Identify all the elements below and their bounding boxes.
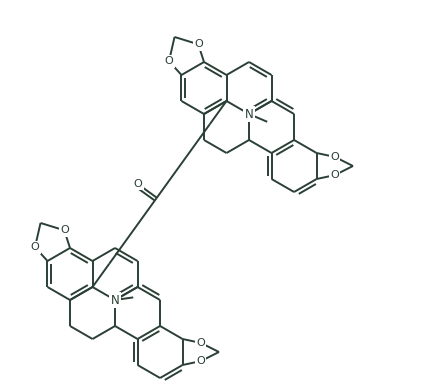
Text: N: N <box>245 107 253 120</box>
Text: O: O <box>194 39 203 49</box>
Text: O: O <box>165 56 173 66</box>
Text: O: O <box>133 179 142 189</box>
Text: N: N <box>111 293 120 306</box>
Text: O: O <box>197 338 205 348</box>
Text: O: O <box>330 170 339 180</box>
Text: O: O <box>330 152 339 162</box>
Text: O: O <box>60 225 69 235</box>
Text: O: O <box>197 356 205 366</box>
Text: O: O <box>31 242 40 252</box>
